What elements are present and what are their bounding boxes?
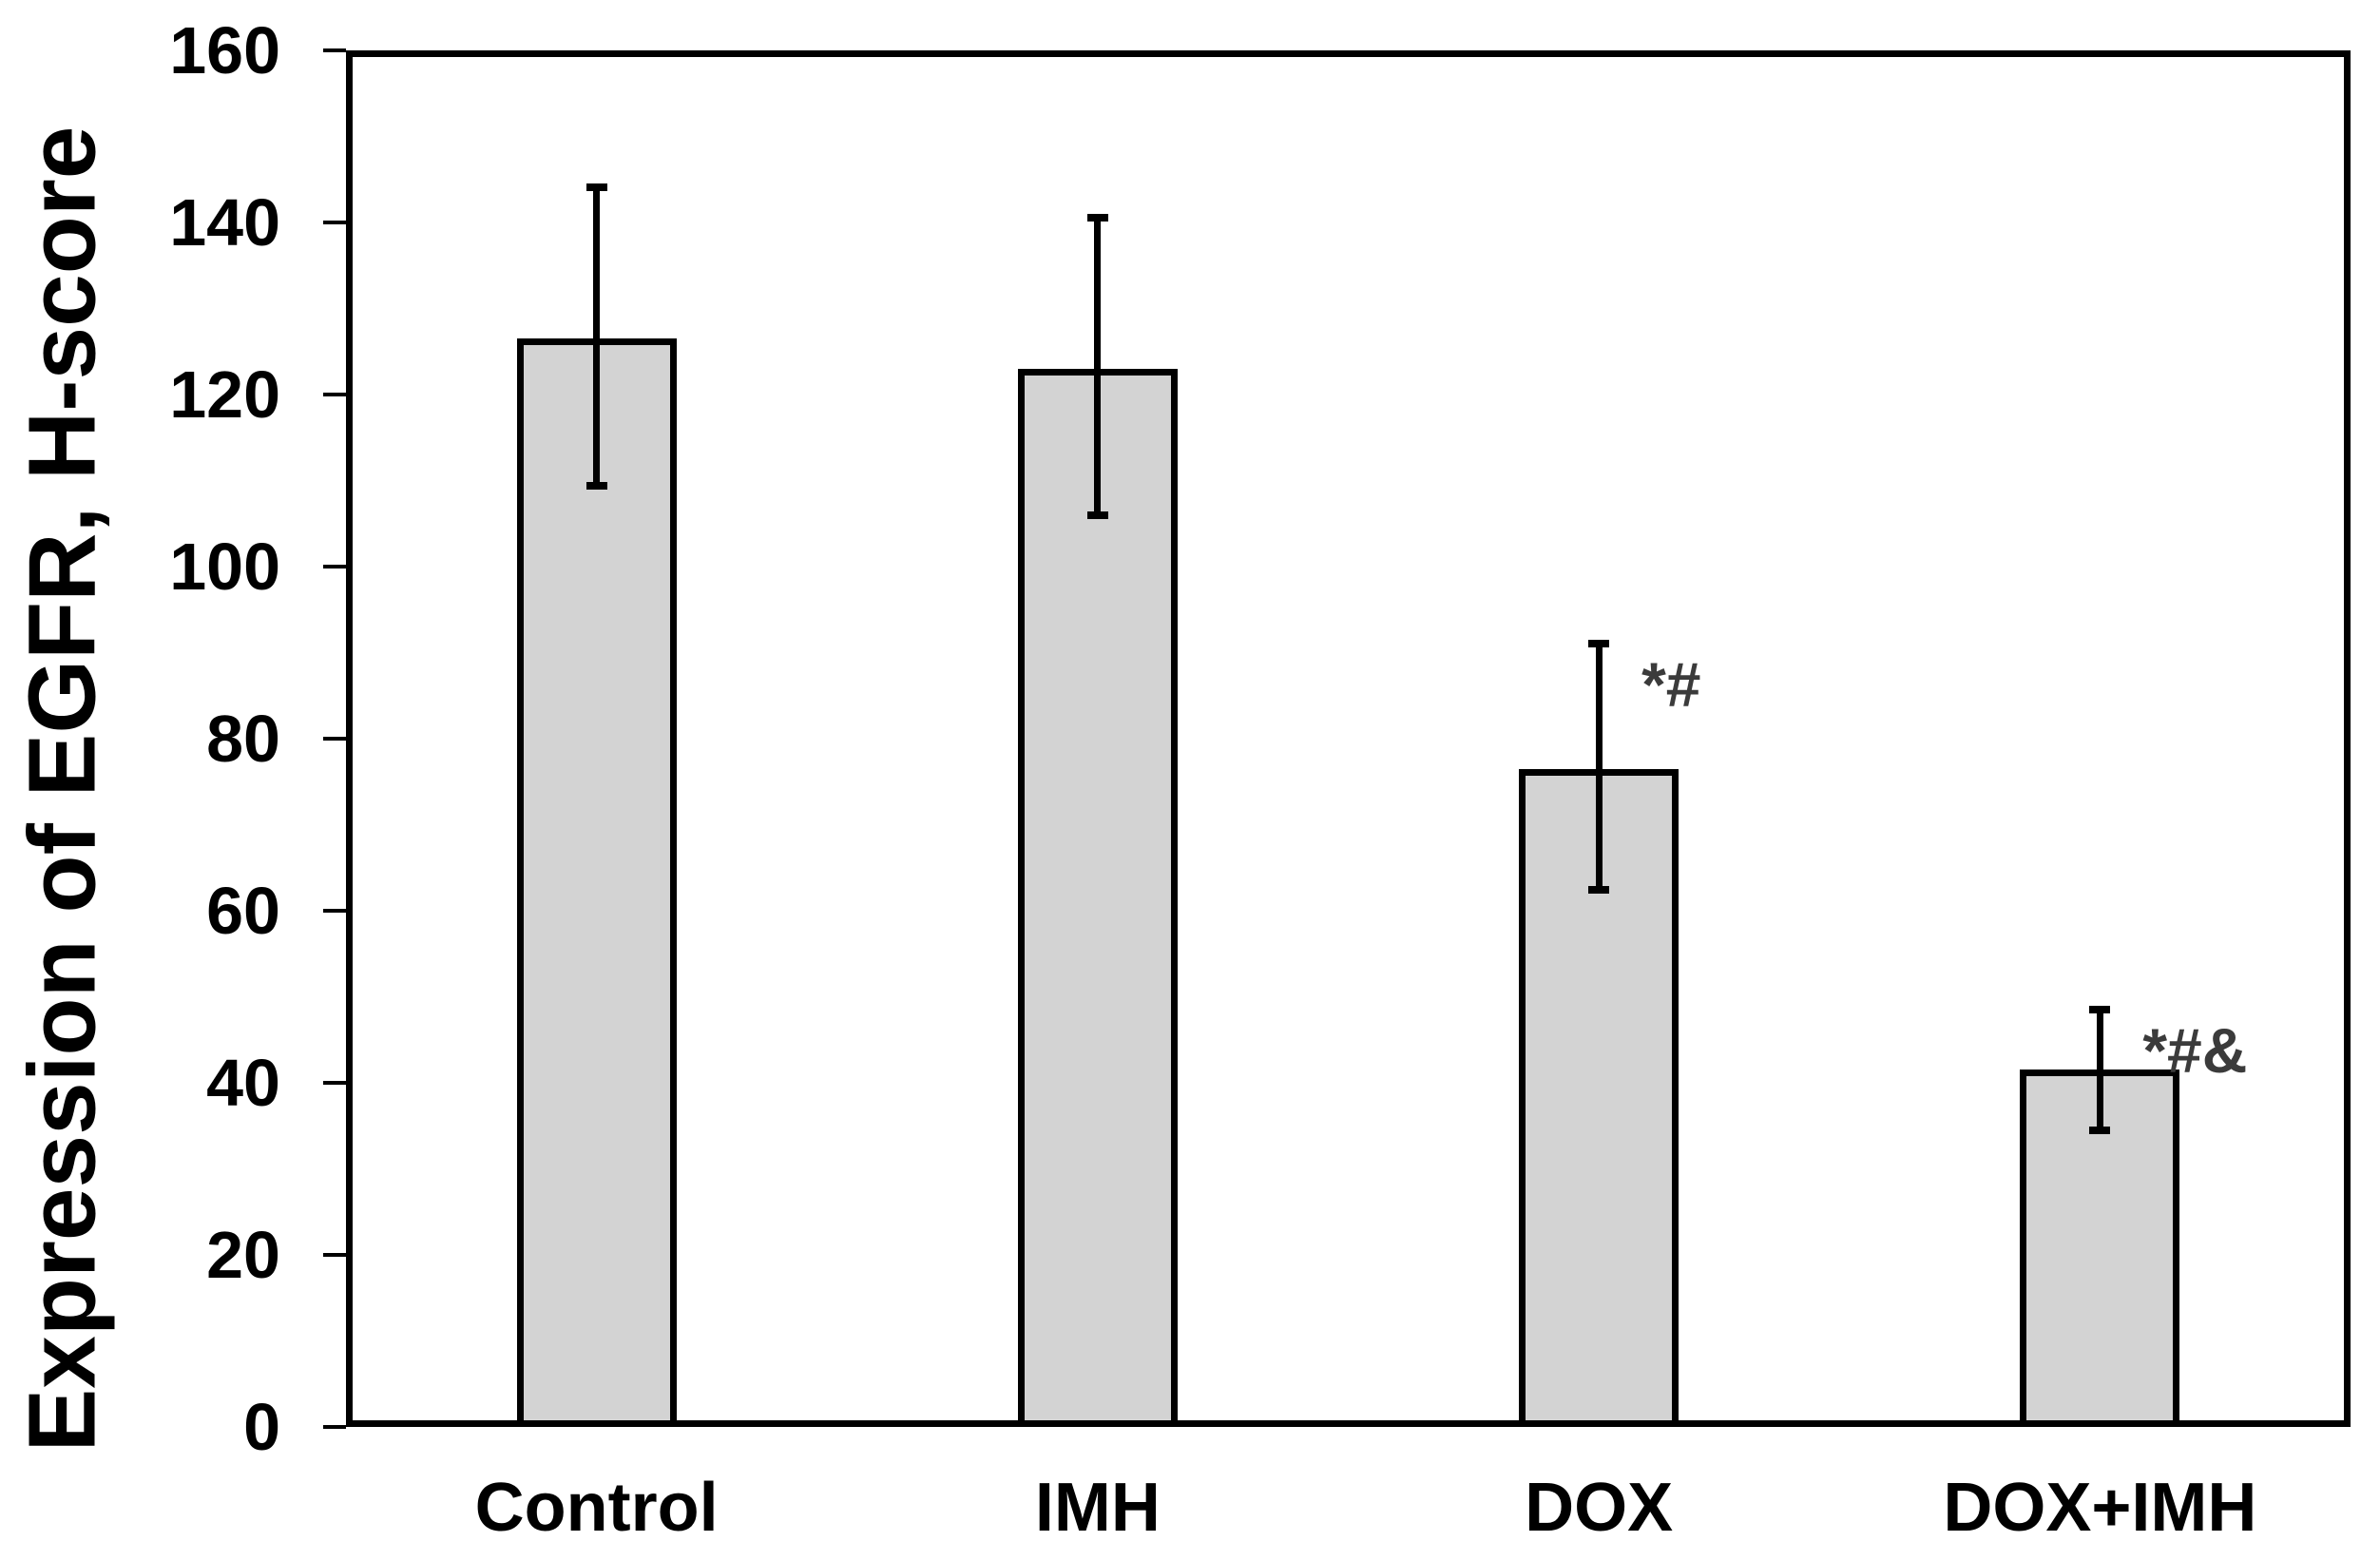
x-axis-label-dox: DOX	[1525, 1470, 1674, 1546]
error-bar-cap-bottom	[1588, 885, 1610, 894]
significance-annotation: *#	[1641, 648, 1701, 720]
error-bar-cap-bottom	[2089, 1127, 2111, 1135]
y-axis-tick	[323, 1253, 346, 1257]
y-tick-label: 100	[169, 530, 280, 604]
plot-area	[346, 50, 2351, 1427]
error-bar-cap-top	[585, 183, 607, 192]
y-axis-tick	[323, 565, 346, 569]
y-tick-label: 40	[206, 1046, 280, 1120]
error-bar-cap-top	[1086, 213, 1108, 222]
error-bar	[593, 183, 601, 490]
y-tick-label: 160	[169, 13, 280, 87]
y-axis-tick	[323, 393, 346, 396]
y-axis-tick	[323, 1081, 346, 1085]
error-bar	[2096, 1005, 2103, 1135]
y-axis-tick	[323, 48, 346, 52]
y-tick-label: 60	[206, 874, 280, 948]
x-axis-label-control: Control	[474, 1470, 719, 1546]
y-tick-label: 0	[243, 1390, 280, 1464]
error-bar-cap-bottom	[1086, 511, 1108, 520]
error-bar-cap-top	[2089, 1005, 2111, 1013]
error-bar	[1094, 213, 1102, 520]
y-axis-tick	[323, 221, 346, 224]
y-tick-label: 120	[169, 357, 280, 432]
y-axis-tick	[323, 909, 346, 913]
error-bar-cap-bottom	[585, 481, 607, 490]
error-bar-cap-top	[1588, 639, 1610, 647]
bar-control	[516, 338, 677, 1427]
x-axis-label-dox-imh: DOX+IMH	[1943, 1470, 2257, 1546]
y-axis-tick	[323, 1425, 346, 1429]
significance-annotation: *#&	[2142, 1014, 2248, 1086]
bar-imh	[1017, 368, 1178, 1427]
y-axis-tick	[323, 737, 346, 741]
y-tick-label: 140	[169, 185, 280, 260]
x-axis-label-imh: IMH	[1034, 1470, 1161, 1546]
y-tick-label: 80	[206, 702, 280, 776]
error-bar	[1595, 639, 1603, 894]
y-tick-label: 20	[206, 1218, 280, 1292]
